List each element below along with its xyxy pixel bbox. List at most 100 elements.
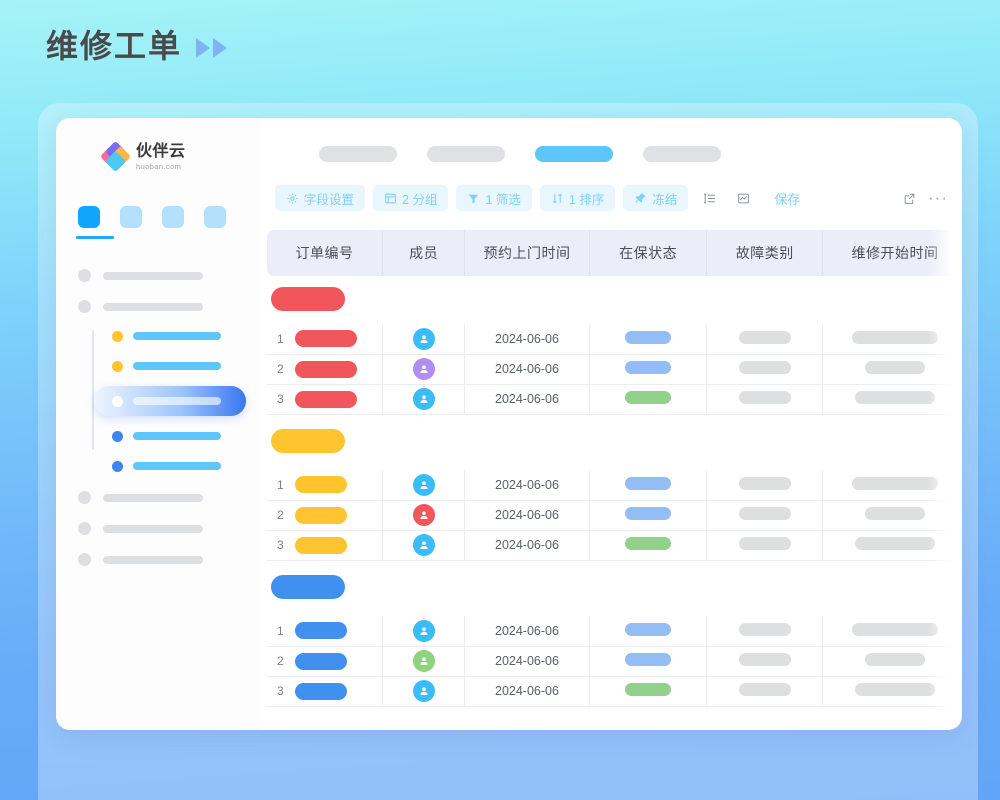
cell-member[interactable] xyxy=(382,354,466,385)
cell-start-time[interactable] xyxy=(822,646,962,677)
cell-member[interactable] xyxy=(382,470,466,501)
nav-square-1[interactable] xyxy=(78,206,100,228)
cell-visit-time[interactable]: 2024-06-06 xyxy=(464,384,590,415)
table-row[interactable]: 1 2024-06-06 xyxy=(267,616,962,647)
group-header-row[interactable] xyxy=(267,414,962,470)
tab-2[interactable] xyxy=(427,146,505,162)
cell-order-id[interactable]: 3 xyxy=(267,384,384,415)
save-button[interactable]: 保存 xyxy=(774,191,801,207)
sidebar-subitem-selected[interactable] xyxy=(94,386,246,416)
table-row[interactable]: 1 2024-06-06 xyxy=(267,324,962,355)
cell-start-time[interactable] xyxy=(822,324,962,355)
sidebar-subitem-2[interactable] xyxy=(92,356,278,376)
sidebar-subitem-5[interactable] xyxy=(92,456,278,476)
cell-visit-time[interactable]: 2024-06-06 xyxy=(464,616,590,647)
cell-fault-type[interactable] xyxy=(706,470,824,501)
cell-member[interactable] xyxy=(382,530,466,561)
table-row[interactable]: 3 2024-06-06 xyxy=(267,384,962,415)
column-header-start-time[interactable]: 维修开始时间 xyxy=(822,230,962,276)
cell-member[interactable] xyxy=(382,646,466,677)
sidebar-item-bottom-2[interactable] xyxy=(78,519,278,538)
cell-start-time[interactable] xyxy=(822,676,962,707)
sidebar-subitem-1[interactable] xyxy=(92,326,278,346)
sidebar-item-bottom-1[interactable] xyxy=(78,488,278,507)
row-height-button[interactable] xyxy=(696,185,722,211)
table-row[interactable]: 2 2024-06-06 xyxy=(267,646,962,677)
cell-order-id[interactable]: 3 xyxy=(267,676,384,707)
cell-order-id[interactable]: 3 xyxy=(267,530,384,561)
cell-start-time[interactable] xyxy=(822,384,962,415)
tab-1[interactable] xyxy=(319,146,397,162)
cell-order-id[interactable]: 1 xyxy=(267,470,384,501)
table-row[interactable]: 1 2024-06-06 xyxy=(267,470,962,501)
column-header-warranty[interactable]: 在保状态 xyxy=(589,230,708,276)
group-button[interactable]: 2 分组 xyxy=(373,185,449,211)
chart-button[interactable] xyxy=(730,185,756,211)
cell-member[interactable] xyxy=(382,676,466,707)
sidebar-item-top-2[interactable] xyxy=(78,297,278,316)
cell-fault-type[interactable] xyxy=(706,530,824,561)
cell-order-id[interactable]: 2 xyxy=(267,354,384,385)
share-button[interactable] xyxy=(896,185,922,211)
cell-visit-time[interactable]: 2024-06-06 xyxy=(464,470,590,501)
cell-warranty-status[interactable] xyxy=(589,500,708,531)
more-options-button[interactable]: ··· xyxy=(928,188,948,207)
table-row[interactable]: 2 2024-06-06 xyxy=(267,354,962,385)
cell-visit-time[interactable]: 2024-06-06 xyxy=(464,646,590,677)
field-settings-button[interactable]: 字段设置 xyxy=(275,185,366,211)
cell-warranty-status[interactable] xyxy=(589,384,708,415)
cell-start-time[interactable] xyxy=(822,470,962,501)
cell-fault-type[interactable] xyxy=(706,354,824,385)
nav-square-4[interactable] xyxy=(204,206,226,228)
tab-4[interactable] xyxy=(643,146,721,162)
cell-order-id[interactable]: 1 xyxy=(267,324,384,355)
cell-fault-type[interactable] xyxy=(706,500,824,531)
cell-fault-type[interactable] xyxy=(706,324,824,355)
cell-start-time[interactable] xyxy=(822,354,962,385)
cell-visit-time[interactable]: 2024-06-06 xyxy=(464,676,590,707)
sort-button[interactable]: 1 排序 xyxy=(539,185,616,211)
cell-start-time[interactable] xyxy=(822,616,962,647)
cell-warranty-status[interactable] xyxy=(589,324,708,355)
group-header-row[interactable] xyxy=(267,560,962,616)
cell-visit-time[interactable]: 2024-06-06 xyxy=(464,500,590,531)
cell-warranty-status[interactable] xyxy=(589,354,708,385)
tab-3-active[interactable] xyxy=(535,146,613,162)
cell-warranty-status[interactable] xyxy=(589,676,708,707)
filter-button[interactable]: 1 筛选 xyxy=(456,185,532,211)
cell-start-time[interactable] xyxy=(822,500,962,531)
sidebar-item-bottom-3[interactable] xyxy=(78,550,278,569)
nav-square-2[interactable] xyxy=(120,206,142,228)
cell-warranty-status[interactable] xyxy=(589,616,708,647)
cell-fault-type[interactable] xyxy=(706,676,824,707)
sidebar-subitem-4[interactable] xyxy=(92,426,278,446)
cell-warranty-status[interactable] xyxy=(589,470,708,501)
column-header-order-id[interactable]: 订单编号 xyxy=(267,230,384,276)
table-row[interactable]: 3 2024-06-06 xyxy=(267,676,962,707)
cell-start-time[interactable] xyxy=(822,530,962,561)
table-row[interactable]: 2 2024-06-06 xyxy=(267,500,962,531)
cell-fault-type[interactable] xyxy=(706,384,824,415)
cell-fault-type[interactable] xyxy=(706,646,824,677)
cell-member[interactable] xyxy=(382,616,466,647)
cell-visit-time[interactable]: 2024-06-06 xyxy=(464,324,590,355)
cell-visit-time[interactable]: 2024-06-06 xyxy=(464,354,590,385)
cell-order-id[interactable]: 2 xyxy=(267,500,384,531)
column-header-visit-time[interactable]: 预约上门时间 xyxy=(464,230,590,276)
cell-fault-type[interactable] xyxy=(706,616,824,647)
sidebar-item-top-1[interactable] xyxy=(78,266,278,285)
group-header-row[interactable] xyxy=(267,276,962,324)
cell-warranty-status[interactable] xyxy=(589,530,708,561)
cell-member[interactable] xyxy=(382,500,466,531)
cell-order-id[interactable]: 1 xyxy=(267,616,384,647)
column-header-fault-type[interactable]: 故障类别 xyxy=(706,230,824,276)
cell-member[interactable] xyxy=(382,384,466,415)
cell-order-id[interactable]: 2 xyxy=(267,646,384,677)
cell-member[interactable] xyxy=(382,324,466,355)
column-header-member[interactable]: 成员 xyxy=(382,230,466,276)
nav-square-3[interactable] xyxy=(162,206,184,228)
table-row[interactable]: 3 2024-06-06 xyxy=(267,530,962,561)
cell-warranty-status[interactable] xyxy=(589,646,708,677)
data-table-container[interactable]: 订单编号 成员 预约上门时间 在保状态 故障类别 维修开始时间 1 2024-06… xyxy=(267,230,962,730)
cell-visit-time[interactable]: 2024-06-06 xyxy=(464,530,590,561)
